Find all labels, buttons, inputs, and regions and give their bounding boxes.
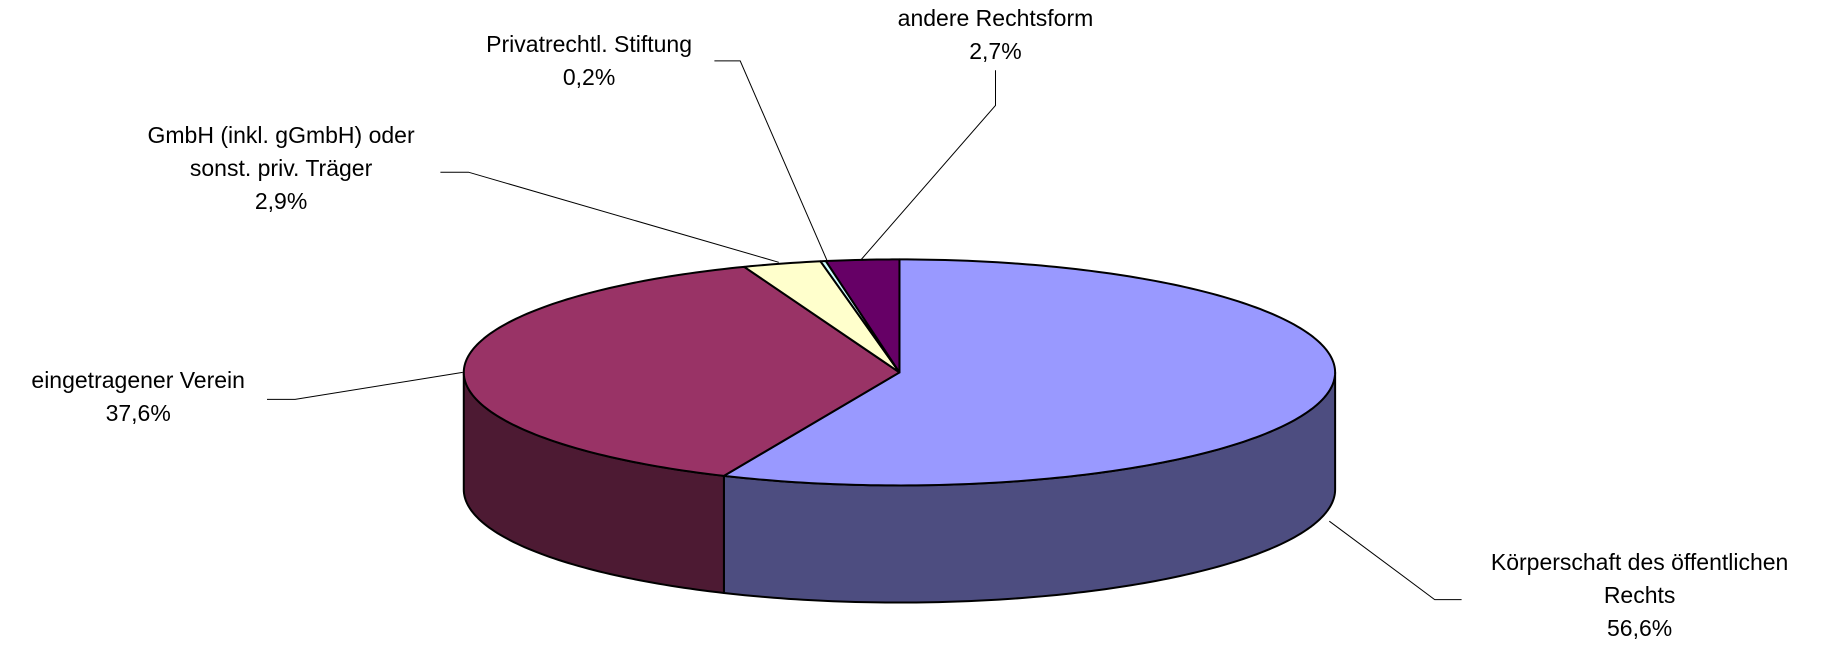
value-label: 37,6%: [105, 400, 171, 427]
slice: [722, 258, 1337, 487]
category-label: andere Rechtsform: [897, 5, 1094, 32]
value-label: 0,2%: [562, 64, 616, 91]
slice-label: Privatrechtl. Stiftung 0,2%: [439, 28, 739, 94]
category-label: Privatrechtl. Stiftung: [486, 31, 692, 58]
slice: [462, 265, 901, 477]
leader-line: [860, 70, 996, 261]
leader-line: [440, 171, 779, 263]
leader-line: [1329, 520, 1462, 601]
value-label: 2,7%: [969, 38, 1022, 65]
category-label: eingetragener Verein: [31, 367, 245, 394]
category-label: Körperschaft des öffentlichen Rechts: [1490, 548, 1789, 608]
slice-label: Körperschaft des öffentlichen Rechts 56,6…: [1455, 546, 1825, 645]
value-label: 2,9%: [254, 188, 308, 215]
value-label: 56,6%: [1607, 614, 1673, 641]
slice-label: andere Rechtsform 2,7%: [845, 2, 1145, 68]
slice-label: GmbH (inkl. gGmbH) oder sonst. priv. Trä…: [116, 119, 446, 218]
slice-label: eingetragener Verein 37,6%: [0, 364, 288, 430]
slice: [824, 258, 901, 374]
slice: [743, 260, 901, 374]
category-label: GmbH (inkl. gGmbH) oder sonst. priv. Trä…: [147, 122, 415, 182]
leader-line: [714, 60, 828, 261]
leader-line: [267, 371, 463, 400]
